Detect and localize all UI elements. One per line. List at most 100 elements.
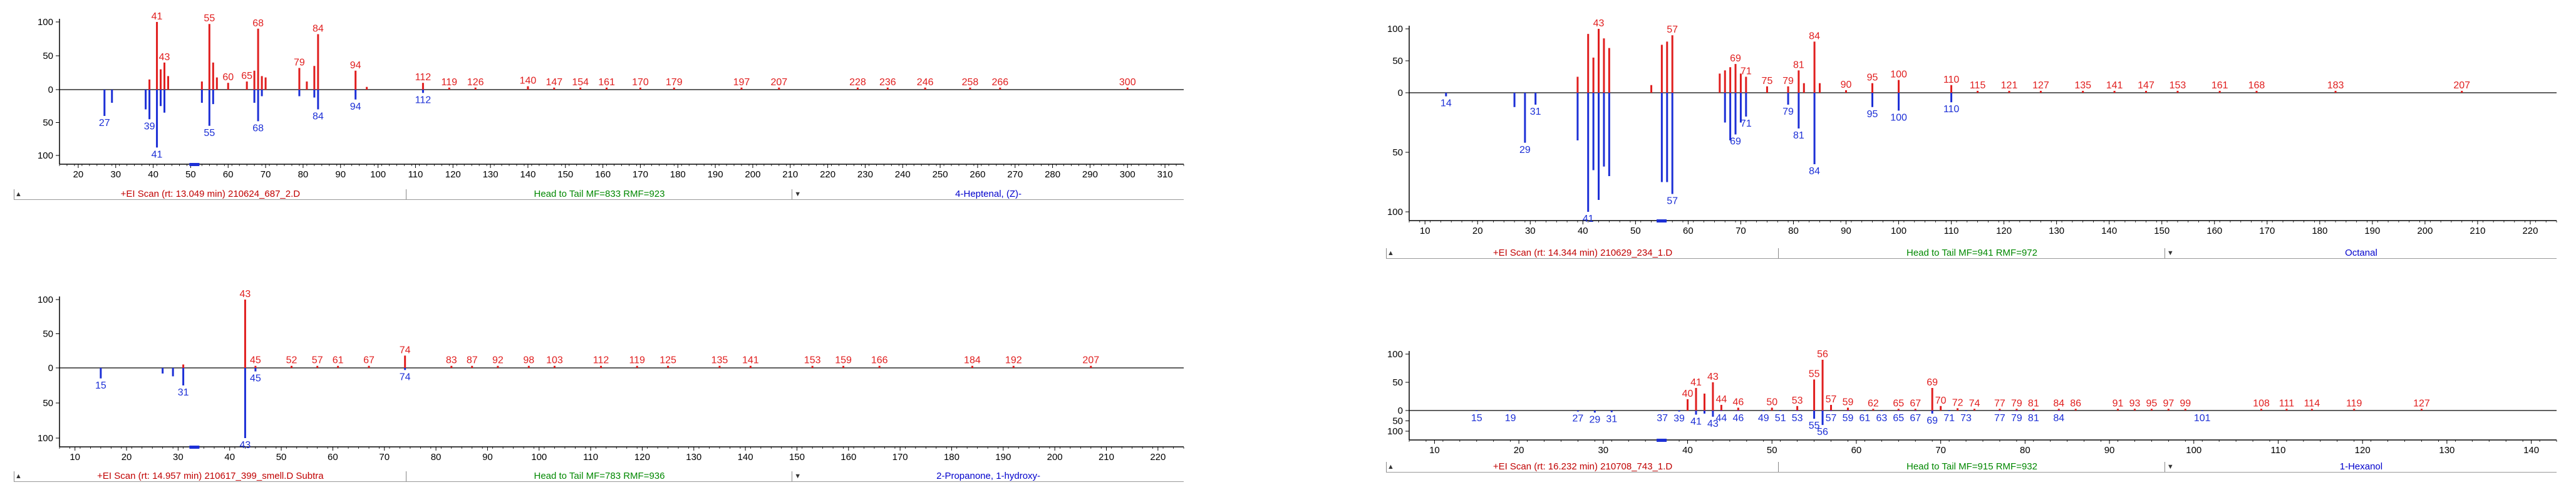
x-tick-label: 190 <box>2364 226 2380 236</box>
x-tick-label: 110 <box>583 452 598 463</box>
x-tick-label: 120 <box>445 169 461 180</box>
library-peak-label: 119 <box>442 77 458 88</box>
x-tick-label: 180 <box>2312 226 2327 236</box>
library-peak-label: 70 <box>1935 395 1947 406</box>
library-peak-label: 84 <box>1809 31 1820 41</box>
library-peak-label: 153 <box>804 355 821 366</box>
x-tick-label: 40 <box>1578 226 1588 236</box>
x-tick-label: 170 <box>633 169 648 180</box>
y-tick-label: 50 <box>43 398 53 409</box>
axis-marker[interactable] <box>189 163 200 166</box>
library-peak-label: 61 <box>333 355 344 366</box>
x-tick-label: 170 <box>892 452 908 463</box>
x-tick-label: 80 <box>298 169 309 180</box>
library-peak-label: 127 <box>2413 398 2430 409</box>
x-tick-label: 100 <box>370 169 386 180</box>
x-tick-label: 60 <box>1683 226 1694 236</box>
sample-peak-label: 31 <box>1530 107 1541 117</box>
scan-info-label: +EI Scan (rt: 14.344 min) 210629_234_1.D <box>1386 248 1779 258</box>
axis-marker[interactable] <box>189 446 200 449</box>
spectrum-panel-2: 100 50 0 50 100 10 20 30 40 50 60 70 80 90 100 110 120 13… <box>1387 18 2557 236</box>
expand-up-icon[interactable]: ▲ <box>1387 463 1394 471</box>
x-tick-label: 150 <box>2154 226 2170 236</box>
sample-peak-label: 14 <box>1441 98 1452 109</box>
sample-peak-label: 56 <box>1817 427 1828 437</box>
library-peak-label: 98 <box>523 355 534 366</box>
x-tick-label: 70 <box>1935 445 1946 456</box>
library-peak-label: 87 <box>467 355 478 366</box>
expand-up-icon[interactable]: ▲ <box>1387 249 1394 257</box>
sample-peak-label: 110 <box>1943 104 1960 115</box>
x-tick-label: 40 <box>224 452 235 463</box>
x-tick-label: 130 <box>686 452 701 463</box>
library-peak-label: 90 <box>1841 80 1852 90</box>
x-tick-label: 190 <box>995 452 1011 463</box>
library-peak-label: 79 <box>2011 398 2022 409</box>
x-tick-label: 100 <box>1891 226 1906 236</box>
library-peak-label: 147 <box>546 77 562 88</box>
x-tick-label: 20 <box>1514 445 1524 456</box>
sample-peak-label: 81 <box>2028 413 2039 424</box>
x-tick-label: 130 <box>483 169 499 180</box>
sample-peak-label: 39 <box>144 121 155 132</box>
library-peak-label: 179 <box>666 77 683 88</box>
compound-name-label: Octanal <box>2164 248 2557 258</box>
library-peak-label: 74 <box>400 345 411 355</box>
library-peak-label: 43 <box>240 289 251 300</box>
expand-up-icon[interactable]: ▲ <box>15 191 22 198</box>
library-peak-label: 154 <box>572 77 589 88</box>
library-peak-label: 266 <box>991 77 1008 88</box>
library-peak-label: 43 <box>1707 372 1719 382</box>
sample-peak-label: 68 <box>252 123 264 133</box>
library-peak-label: 111 <box>2279 398 2294 409</box>
library-peak-label: 81 <box>1793 60 1804 70</box>
dropdown-icon[interactable]: ▼ <box>2166 463 2174 471</box>
dropdown-icon[interactable]: ▼ <box>2166 249 2174 257</box>
library-peak-label: 52 <box>286 355 297 366</box>
dropdown-icon[interactable]: ▼ <box>794 473 802 480</box>
library-peak-label: 127 <box>2032 80 2049 91</box>
expand-up-icon[interactable]: ▲ <box>15 473 22 480</box>
x-tick-label: 120 <box>2355 445 2371 456</box>
y-tick-label: 0 <box>1398 88 1403 98</box>
sample-peak-label: 84 <box>1809 166 1820 177</box>
sample-peak-label: 74 <box>400 372 411 382</box>
y-tick-label: 50 <box>1392 377 1403 388</box>
axis-marker[interactable] <box>1657 439 1667 442</box>
x-tick-label: 260 <box>970 169 985 180</box>
library-peak-label: 161 <box>2211 80 2228 91</box>
sample-peak-label: 46 <box>1732 413 1744 424</box>
x-tick-label: 210 <box>2470 226 2485 236</box>
library-peak-label: 119 <box>629 355 645 366</box>
library-peak-label: 45 <box>250 355 261 366</box>
library-peak-label: 46 <box>1732 397 1744 408</box>
sample-peak-label: 19 <box>1505 413 1516 424</box>
axis-marker[interactable] <box>1657 219 1667 222</box>
library-peak-label: 94 <box>350 60 361 71</box>
library-peak-label: 141 <box>742 355 759 366</box>
library-peak-label: 99 <box>2180 398 2191 409</box>
x-tick-label: 150 <box>557 169 573 180</box>
spectrum-title-bar: +EI Scan (rt: 14.957 min) 210617_399_sme… <box>14 471 1184 482</box>
x-tick-label: 90 <box>1841 226 1851 236</box>
y-tick-label: 50 <box>1392 147 1403 158</box>
x-tick-label: 180 <box>670 169 686 180</box>
x-tick-label: 140 <box>2523 445 2539 456</box>
library-peak-label: 141 <box>2106 80 2123 91</box>
x-tick-label: 170 <box>2259 226 2275 236</box>
sample-peak-label: 57 <box>1826 413 1837 424</box>
x-tick-label: 10 <box>1429 445 1440 456</box>
x-tick-label: 290 <box>1082 169 1098 180</box>
x-tick-label: 40 <box>148 169 158 180</box>
dropdown-icon[interactable]: ▼ <box>794 191 802 198</box>
library-peak-label: 192 <box>1005 355 1022 366</box>
x-tick-label: 50 <box>1767 445 1777 456</box>
sample-peak-label: 41 <box>152 149 163 160</box>
library-peak-label: 81 <box>2028 398 2039 409</box>
x-tick-label: 30 <box>173 452 184 463</box>
match-score-label: Head to Tail MF=915 RMF=932 <box>1778 462 2165 472</box>
x-tick-label: 60 <box>1851 445 1862 456</box>
x-tick-label: 280 <box>1045 169 1060 180</box>
